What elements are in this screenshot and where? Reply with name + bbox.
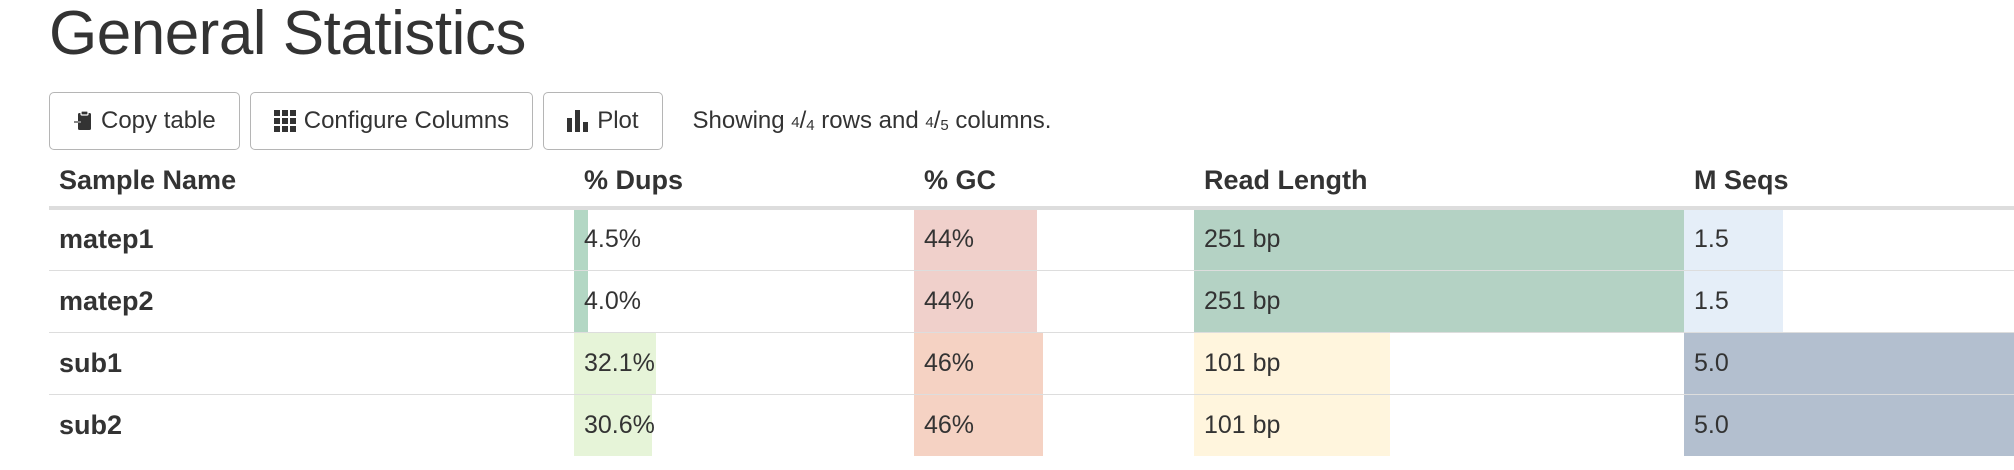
m-seqs-value: 1.5: [1694, 225, 1729, 254]
m-seqs-value: 5.0: [1694, 348, 1729, 377]
dups-value: 30.6%: [584, 410, 655, 439]
rows-total: 4: [806, 117, 815, 134]
m-seqs-cell: 5.0: [1684, 332, 2014, 395]
dups-bar: [574, 332, 656, 394]
clipboard-icon: [73, 110, 93, 132]
gc-value: 44%: [924, 286, 975, 315]
dups-bar: [574, 210, 588, 270]
gc-bar: [914, 210, 1038, 270]
rows-shown: 4: [791, 114, 800, 131]
m-seqs-value: 5.0: [1694, 410, 1729, 439]
m-seqs-bar: [1684, 270, 1783, 332]
grid-icon: [273, 110, 296, 132]
gc-bar: [914, 332, 1043, 394]
table-row: matep1 4.5% 44% 251 bp 1.5: [49, 208, 2014, 271]
gc-cell: 44%: [914, 208, 1194, 271]
cols-shown: 4: [925, 114, 934, 131]
header-read-length[interactable]: Read Length: [1194, 155, 1684, 210]
plot-label: Plot: [597, 107, 639, 134]
general-stats-table: Sample Name % Dups % GC Read Length M Se…: [49, 155, 2014, 456]
read-length-bar: [1194, 394, 1390, 456]
sample-name-cell: sub1: [49, 332, 574, 395]
read-length-cell: 251 bp: [1194, 270, 1684, 333]
read-length-bar: [1194, 332, 1390, 394]
copy-table-label: Copy table: [101, 107, 216, 134]
m-seqs-value: 1.5: [1694, 286, 1729, 315]
sample-name-cell: matep1: [49, 208, 574, 271]
gc-value: 46%: [924, 410, 975, 439]
dups-cell: 32.1%: [574, 332, 914, 395]
table-row: matep2 4.0% 44% 251 bp 1.5: [49, 270, 2014, 333]
bar-chart-icon: [567, 110, 589, 132]
dups-bar: [574, 394, 653, 456]
read-length-value: 101 bp: [1204, 410, 1281, 439]
copy-table-button[interactable]: Copy table: [49, 92, 240, 150]
gc-cell: 46%: [914, 394, 1194, 456]
fraction-slash: /: [799, 107, 807, 134]
table-toolbar: Copy table Configure Columns Plot Showin…: [49, 91, 1051, 151]
dups-value: 4.0%: [584, 286, 641, 315]
dups-cell: 4.0%: [574, 270, 914, 333]
read-length-value: 101 bp: [1204, 348, 1281, 377]
header-sample-name[interactable]: Sample Name: [49, 155, 574, 210]
configure-columns-button[interactable]: Configure Columns: [249, 92, 534, 150]
gc-value: 46%: [924, 348, 975, 377]
read-length-cell: 251 bp: [1194, 208, 1684, 271]
gc-value: 44%: [924, 225, 975, 254]
sample-name-cell: sub2: [59, 409, 123, 440]
m-seqs-bar: [1684, 210, 1783, 270]
read-length-bar: [1194, 270, 1684, 332]
table-row: sub2 30.6% 46% 101 bp 5.0: [49, 394, 2014, 456]
page-title: General Statistics: [49, 0, 526, 68]
read-length-value: 251 bp: [1204, 286, 1281, 315]
summary-prefix: Showing: [692, 107, 792, 134]
m-seqs-cell: 1.5: [1684, 270, 2014, 333]
summary-suffix: columns.: [948, 107, 1052, 134]
plot-button[interactable]: Plot: [543, 92, 663, 150]
m-seqs-cell: 1.5: [1684, 208, 2014, 271]
header-gc[interactable]: % GC: [914, 155, 1194, 210]
dups-value: 32.1%: [584, 348, 655, 377]
gc-bar: [914, 270, 1038, 332]
m-seqs-bar: [1684, 332, 2014, 394]
table-summary: Showing 4/4 rows and 4/5 columns.: [693, 107, 1052, 135]
table-row: sub1 32.1% 46% 101 bp 5.0: [49, 332, 2014, 395]
gc-cell: 46%: [914, 332, 1194, 395]
cols-total: 5: [940, 117, 949, 134]
sample-name-cell: matep2: [49, 270, 574, 333]
read-length-cell: 101 bp: [1194, 394, 1684, 456]
read-length-cell: 101 bp: [1194, 332, 1684, 395]
gc-cell: 44%: [914, 270, 1194, 333]
fraction-slash: /: [933, 107, 941, 134]
header-dups[interactable]: % Dups: [574, 155, 914, 210]
dups-bar: [574, 270, 588, 332]
dups-value: 4.5%: [584, 225, 641, 254]
summary-middle: rows and: [814, 107, 926, 134]
gc-bar: [914, 394, 1043, 456]
configure-columns-label: Configure Columns: [303, 107, 510, 134]
dups-cell: 4.5%: [574, 208, 914, 271]
table-header-row: Sample Name % Dups % GC Read Length M Se…: [49, 155, 2014, 210]
read-length-bar: [1194, 210, 1684, 270]
m-seqs-cell: 5.0: [1684, 394, 2014, 456]
dups-cell: 30.6%: [574, 394, 914, 456]
header-m-seqs[interactable]: M Seqs: [1684, 155, 2014, 210]
m-seqs-bar: [1684, 394, 2014, 456]
read-length-value: 251 bp: [1204, 225, 1281, 254]
